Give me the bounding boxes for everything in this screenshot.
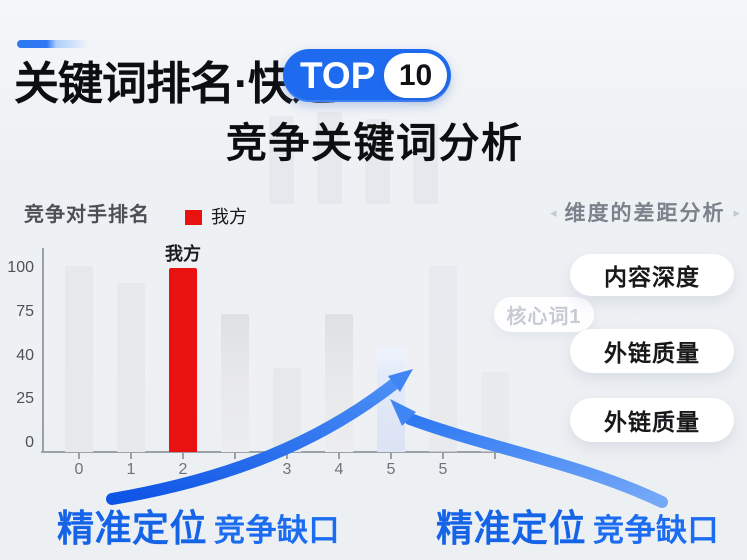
chart-section-title: 竞争对手排名 bbox=[24, 204, 150, 226]
legend-label: 我方 bbox=[211, 207, 247, 227]
x-tick bbox=[390, 453, 392, 459]
bar-x3 bbox=[273, 368, 301, 452]
badge-number: 10 bbox=[398, 58, 433, 92]
button-backlink-quality-1[interactable]: 外链质量 bbox=[570, 329, 734, 373]
y-tick-label: 75 bbox=[16, 302, 34, 320]
bar-chart: 100 75 40 25 0 0 1 我方 2 3 4 5 5 bbox=[0, 240, 560, 490]
x-tick bbox=[182, 453, 184, 459]
bar-x0 bbox=[65, 266, 93, 452]
x-tick-label: 5 bbox=[438, 461, 448, 478]
background-ghost-bar bbox=[413, 124, 438, 204]
background-ghost-bar bbox=[269, 116, 294, 204]
x-tick bbox=[78, 453, 80, 459]
x-tick-label: 4 bbox=[334, 461, 344, 478]
bar-x5b bbox=[429, 266, 457, 452]
callout-right-strong: 精准定位 bbox=[436, 508, 586, 549]
bar-unlabeled-8 bbox=[481, 372, 509, 452]
x-tick bbox=[338, 453, 340, 459]
x-tick-label: 2 bbox=[178, 461, 188, 478]
callout-left-rest: 竞争缺口 bbox=[214, 513, 340, 548]
y-tick-label: 40 bbox=[16, 346, 34, 364]
x-tick bbox=[234, 453, 236, 459]
bar-x1 bbox=[117, 283, 145, 452]
callout-right: 精准定位 竞争缺口 bbox=[436, 498, 719, 552]
chip-core-keyword: 核心词1 bbox=[494, 297, 594, 332]
right-panel-header: ◂ 维度的差距分析 ▸ bbox=[540, 197, 747, 227]
our-side-bar-label: 我方 bbox=[165, 244, 201, 264]
y-axis bbox=[42, 248, 44, 453]
x-tick-label: 0 bbox=[74, 461, 84, 478]
button-backlink-quality-2[interactable]: 外链质量 bbox=[570, 398, 734, 442]
bar-x2 bbox=[169, 268, 197, 452]
x-tick bbox=[130, 453, 132, 459]
subtitle: 竞争关键词分析 bbox=[226, 120, 524, 166]
x-tick-label: 3 bbox=[282, 461, 292, 478]
x-tick-label: 5 bbox=[386, 461, 396, 478]
x-tick-label: 1 bbox=[126, 461, 136, 478]
bar-unlabeled-3 bbox=[221, 314, 249, 452]
background-ghost-bar bbox=[317, 112, 342, 204]
legend-color-swatch bbox=[185, 209, 202, 225]
right-panel-title: 维度的差距分析 bbox=[564, 202, 726, 225]
badge-number-pill: 10 bbox=[384, 53, 447, 98]
background-ghost-bar bbox=[365, 119, 390, 204]
callout-left-strong: 精准定位 bbox=[57, 508, 207, 549]
bar-x5 bbox=[377, 348, 405, 452]
x-axis-arrowhead-icon bbox=[519, 446, 528, 458]
callout-left: 精准定位 竞争缺口 bbox=[57, 498, 340, 552]
y-tick-label: 25 bbox=[16, 390, 34, 408]
top10-badge: TOP 10 bbox=[283, 49, 451, 102]
chart-legend: 我方 bbox=[185, 203, 247, 229]
bar-x4 bbox=[325, 314, 353, 452]
x-tick bbox=[494, 453, 496, 459]
badge-top-label: TOP bbox=[300, 54, 376, 96]
main-title: 关键词排名·快速 bbox=[14, 58, 337, 109]
button-content-depth[interactable]: 内容深度 bbox=[570, 254, 734, 296]
x-tick bbox=[442, 453, 444, 459]
y-tick-label: 100 bbox=[7, 259, 34, 276]
chevron-right-icon: ▸ bbox=[733, 204, 741, 220]
accent-progress-bar bbox=[17, 40, 88, 48]
callout-right-rest: 竞争缺口 bbox=[593, 513, 719, 548]
x-tick bbox=[286, 453, 288, 459]
y-tick-label: 0 bbox=[25, 434, 34, 451]
chevron-left-icon: ◂ bbox=[549, 204, 557, 220]
